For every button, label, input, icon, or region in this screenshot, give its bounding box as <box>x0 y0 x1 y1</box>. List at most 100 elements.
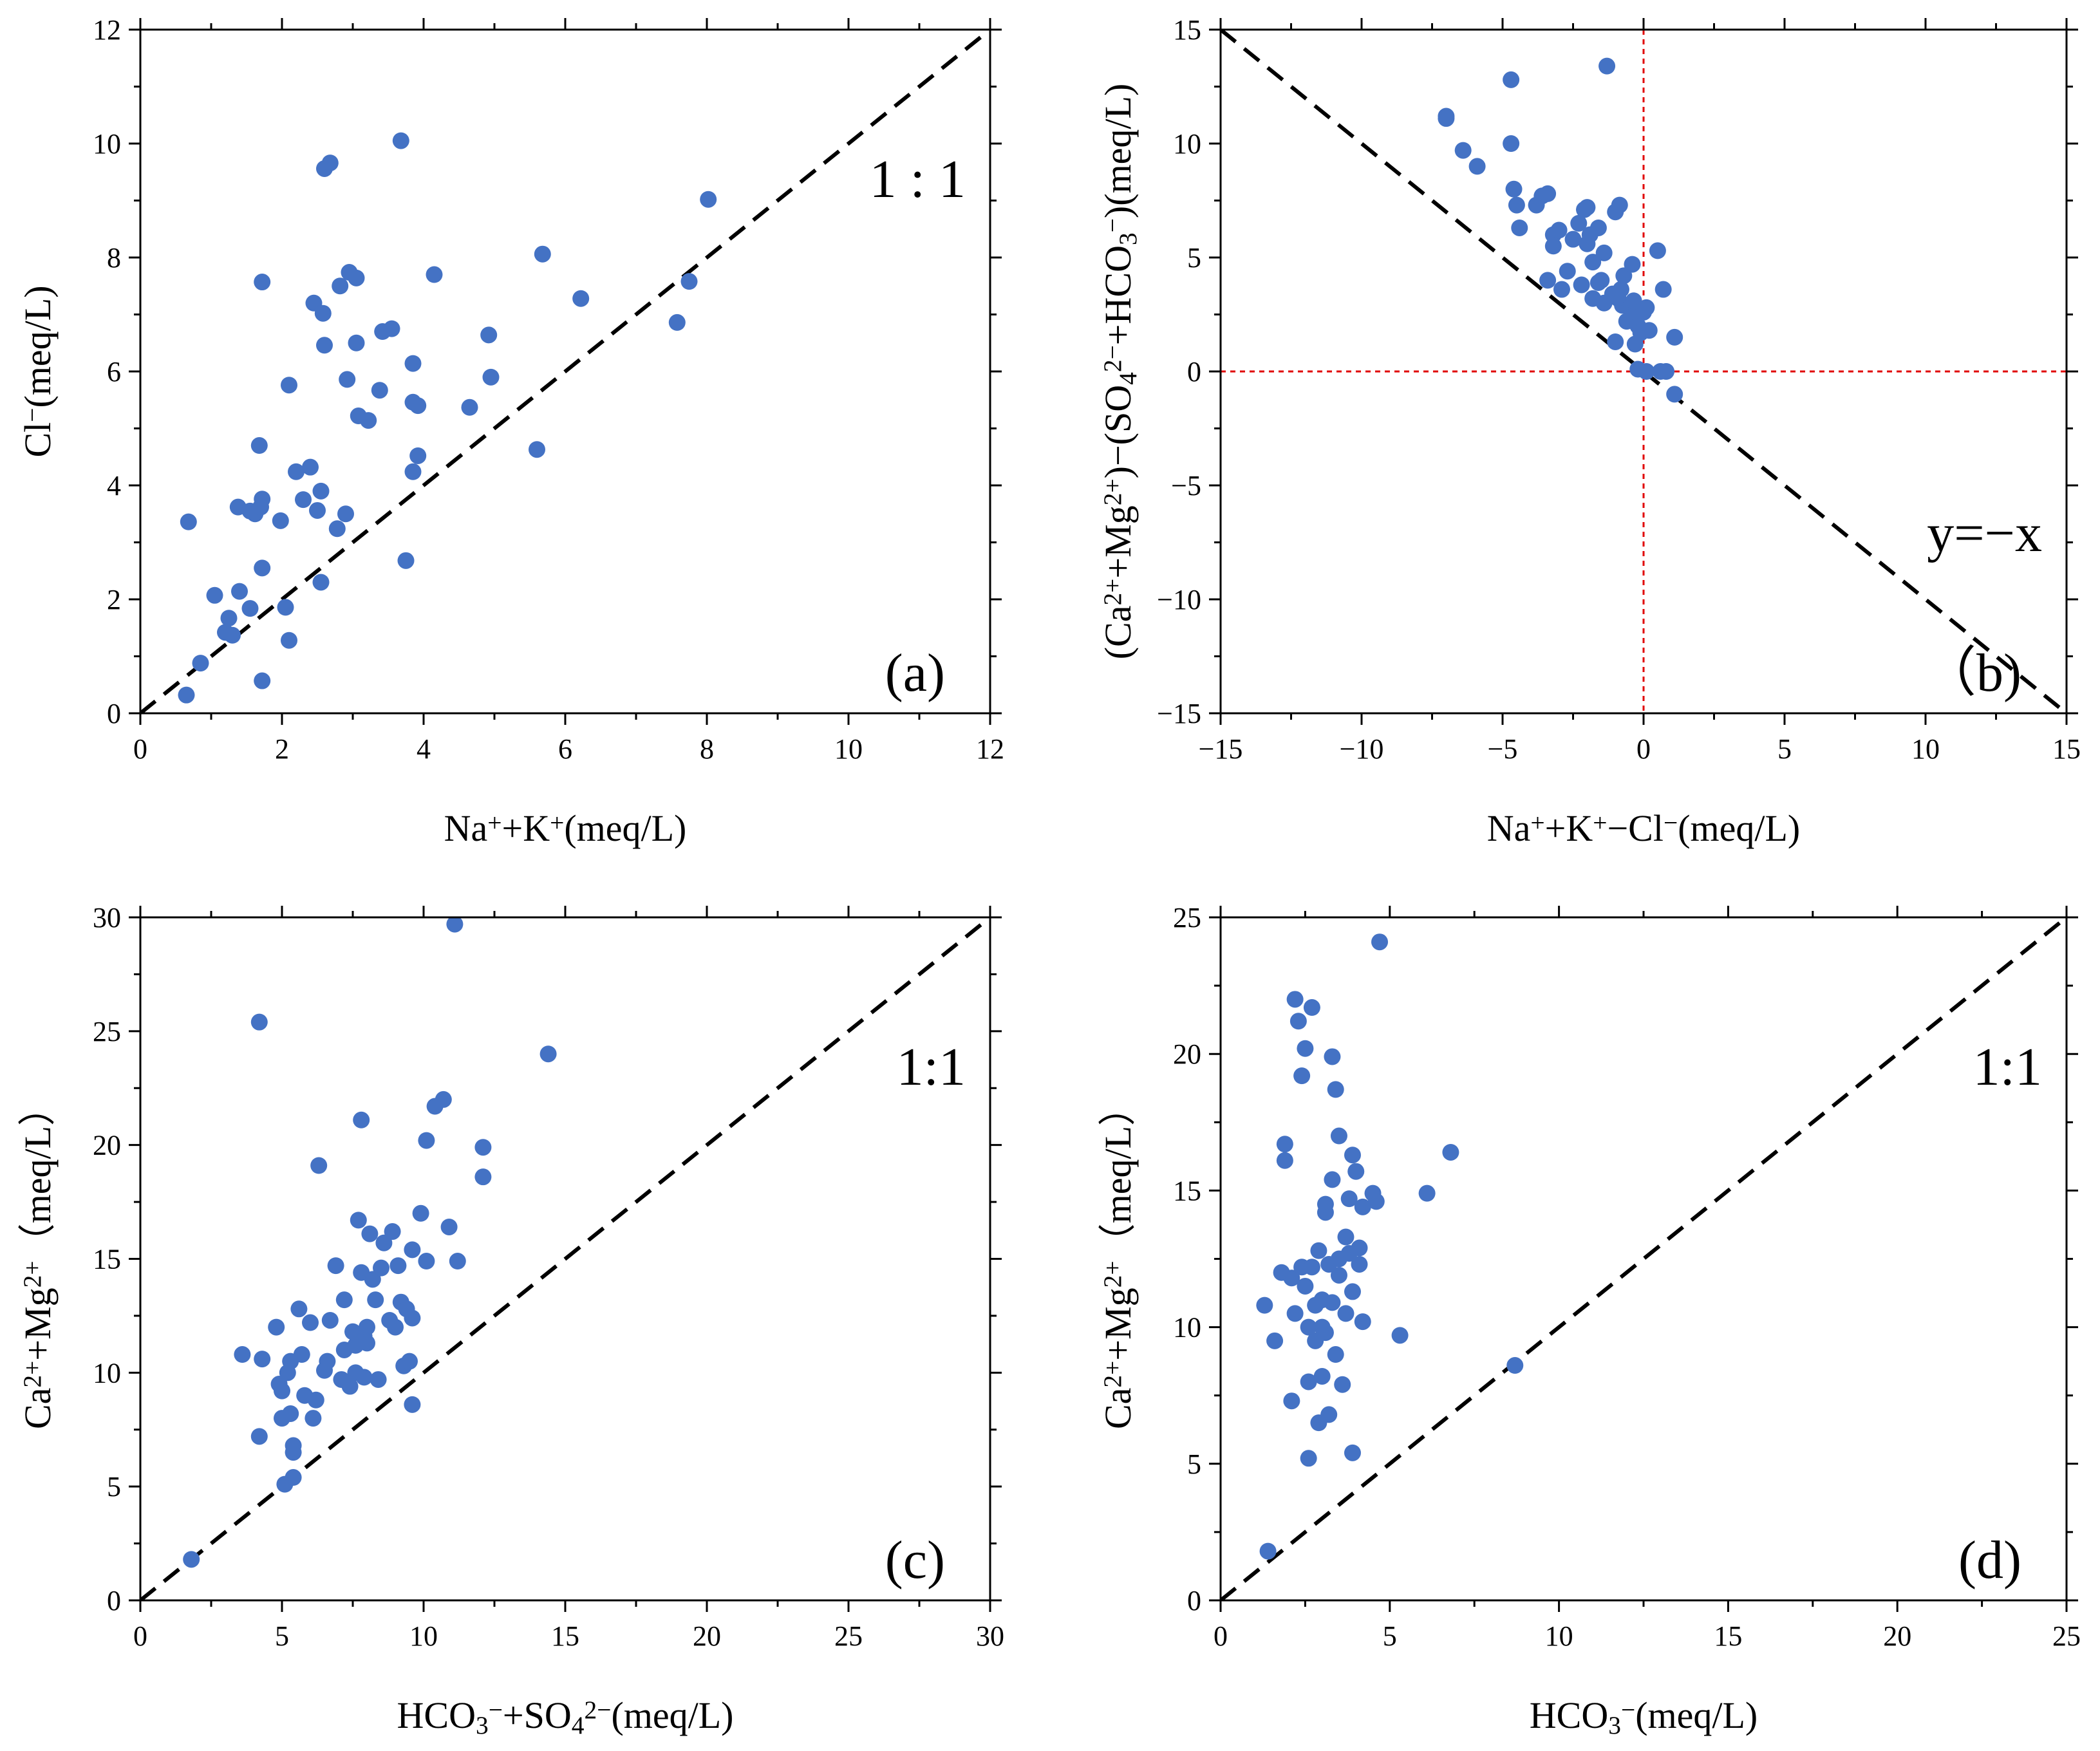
data-point <box>1511 219 1528 236</box>
data-point <box>409 447 427 464</box>
data-point <box>1589 219 1607 236</box>
data-point <box>288 463 305 480</box>
y-tick-label: 10 <box>1173 1312 1201 1344</box>
data-point <box>482 368 500 386</box>
y-axis-label-part: +Mg <box>1097 505 1139 578</box>
panel-label: (a) <box>885 643 945 703</box>
y-tick-label: 10 <box>1173 128 1201 160</box>
x-tick-label: 6 <box>558 733 572 765</box>
x-axis-label-part: − <box>489 1696 503 1724</box>
data-point <box>572 290 590 307</box>
data-point <box>302 458 319 476</box>
data-point <box>1454 142 1472 159</box>
data-point <box>281 377 297 394</box>
data-point <box>426 266 443 283</box>
data-point <box>309 501 326 519</box>
data-point <box>1573 276 1590 294</box>
x-tick-label: 30 <box>976 1620 1004 1652</box>
data-point <box>310 1157 328 1174</box>
data-point <box>1615 267 1633 285</box>
data-point <box>1300 1373 1317 1390</box>
data-point <box>314 304 332 322</box>
reference-line-label: 1:1 <box>1973 1037 2042 1097</box>
data-point <box>474 1139 492 1156</box>
data-point <box>327 1257 344 1275</box>
data-point <box>1297 1277 1314 1295</box>
data-point <box>293 1346 310 1363</box>
x-axis-label-part: − <box>1621 1696 1635 1724</box>
data-point <box>480 326 498 344</box>
data-point <box>1351 1239 1368 1257</box>
y-axis-label-part: +HCO <box>1097 245 1139 345</box>
data-point <box>446 917 464 933</box>
x-axis-label-part: +K <box>502 807 550 849</box>
data-point <box>367 1291 384 1309</box>
data-point <box>1550 221 1568 239</box>
data-point <box>1337 1305 1355 1322</box>
y-axis-label-part: − <box>1098 218 1127 232</box>
data-point <box>1334 1376 1351 1393</box>
y-tick-label: 20 <box>93 1130 121 1161</box>
data-point <box>1324 1171 1341 1188</box>
data-point <box>539 1045 557 1063</box>
data-point <box>449 1253 466 1270</box>
data-point <box>418 1132 435 1149</box>
data-point <box>1354 1313 1371 1331</box>
data-point <box>361 1225 379 1242</box>
data-point <box>1579 199 1596 216</box>
y-axis-label-part: 2+ <box>18 1361 46 1388</box>
data-point <box>1595 244 1613 261</box>
y-axis-label-part: 3 <box>1114 232 1142 245</box>
data-point <box>332 277 349 295</box>
data-point <box>387 1318 404 1336</box>
data-point <box>250 437 268 454</box>
data-point <box>241 600 259 617</box>
data-point <box>321 1311 339 1329</box>
data-point <box>206 586 223 604</box>
data-point <box>404 1241 421 1259</box>
x-axis-label-part: − <box>1664 809 1678 837</box>
data-point <box>1544 238 1562 255</box>
data-point <box>1347 1163 1365 1180</box>
data-point <box>1508 196 1525 214</box>
data-point <box>1283 1269 1300 1287</box>
data-point <box>341 1378 359 1395</box>
data-point <box>328 520 346 538</box>
x-tick-label: 25 <box>834 1620 863 1652</box>
y-axis-label: Cl−(meq/L) <box>17 285 59 457</box>
data-point <box>404 463 422 480</box>
data-point <box>1256 1297 1273 1314</box>
data-point <box>404 1396 421 1413</box>
y-tick-label: 4 <box>107 470 121 501</box>
panel-c-scatter: 0 5 10 15 20 25 30 0 5 10 15 20 25 30 HCO3−+SO42−(meq/… <box>17 902 1004 1739</box>
y-tick-label: 0 <box>107 698 121 729</box>
y-axis-label: (Ca2++Mg2+)−(SO42−+HCO3−)(meq/L) <box>1097 84 1142 660</box>
x-axis-label-part: 3 <box>1608 1711 1621 1739</box>
y-tick-label: 5 <box>1187 1448 1201 1480</box>
reference-line <box>140 30 990 713</box>
data-point <box>370 1371 387 1388</box>
data-point <box>373 1259 389 1277</box>
y-axis-label-part: 2+ <box>1098 579 1127 606</box>
y-tick-label: 8 <box>107 242 121 274</box>
data-point <box>360 412 377 429</box>
y-tick-label: 25 <box>1173 902 1201 933</box>
data-point <box>1297 1040 1314 1057</box>
data-point <box>1300 1450 1317 1467</box>
reference-line-label: 1:1 <box>897 1037 966 1097</box>
data-point <box>364 1271 381 1288</box>
reference-line <box>140 917 990 1600</box>
data-point <box>353 1111 370 1128</box>
data-point <box>254 559 271 577</box>
y-tick-label: 30 <box>93 902 121 933</box>
x-tick-label: 0 <box>133 733 147 765</box>
x-axis-label-part: + <box>550 809 564 837</box>
data-point <box>412 1204 429 1222</box>
data-point <box>1286 991 1304 1008</box>
data-point <box>316 337 333 354</box>
data-point <box>1351 1255 1368 1273</box>
y-tick-label: 2 <box>107 584 121 615</box>
data-point <box>1344 1444 1361 1461</box>
x-axis-label-part: 4 <box>572 1711 585 1739</box>
